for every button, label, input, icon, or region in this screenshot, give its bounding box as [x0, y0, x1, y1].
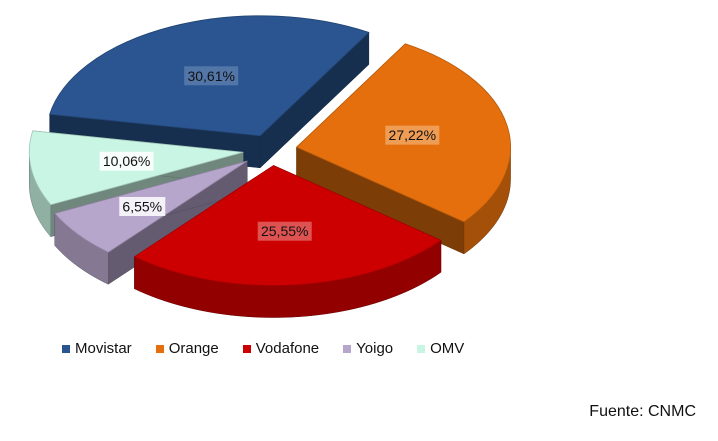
legend-item-omv: OMV [417, 340, 464, 357]
legend-label-vodafone: Vodafone [255, 340, 320, 357]
legend-label-yoigo: Yoigo [356, 340, 394, 357]
data-label-bg-vodafone [257, 221, 312, 241]
legend-swatch-omv [417, 344, 426, 353]
data-label-bg-omv [99, 151, 154, 171]
source-note: Fuente: CNMC [589, 403, 696, 420]
pie-data-labels: 30,61% 27,22% 25,55% 6,55% 10,06% [99, 66, 440, 241]
data-label-bg-orange [385, 125, 440, 145]
legend-item-movistar: Movistar [62, 340, 132, 357]
legend-item-yoigo: Yoigo [343, 340, 393, 357]
data-label-omv: 10,06% [103, 153, 150, 169]
legend-swatch-orange [155, 344, 164, 353]
legend-item-orange: Orange [155, 340, 219, 357]
data-label-bg-yoigo [119, 197, 166, 217]
data-label-bg-movistar [184, 66, 239, 86]
data-label-orange: 27,22% [389, 127, 436, 143]
legend-label-omv: OMV [430, 340, 465, 357]
data-label-vodafone: 25,55% [261, 223, 308, 239]
legend-label-movistar: Movistar [75, 340, 132, 357]
legend-label-orange: Orange [168, 340, 219, 357]
legend-item-vodafone: Vodafone [242, 340, 320, 357]
legend-swatch-movistar [62, 344, 70, 353]
legend-swatch-vodafone [242, 344, 251, 353]
legend-swatch-yoigo [343, 344, 352, 353]
data-label-movistar: 30,61% [187, 68, 234, 84]
data-label-yoigo: 6,55% [122, 199, 162, 215]
legend: Movistar Orange Vodafone Yoigo OMV [62, 340, 488, 357]
